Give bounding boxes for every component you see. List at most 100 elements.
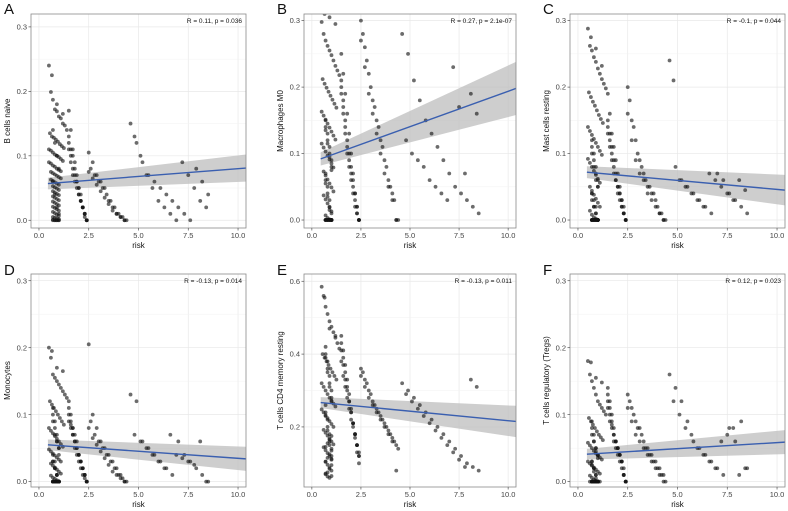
data-point bbox=[204, 205, 209, 210]
data-point bbox=[596, 432, 601, 437]
data-point bbox=[599, 77, 604, 82]
data-point bbox=[341, 71, 346, 76]
data-point bbox=[590, 138, 594, 143]
data-point bbox=[53, 409, 58, 414]
data-point bbox=[384, 164, 389, 169]
data-point bbox=[611, 439, 616, 444]
data-point bbox=[70, 166, 75, 171]
data-point bbox=[591, 466, 596, 471]
y-axis-title: T cells CD4 memory resting bbox=[276, 331, 285, 430]
data-point bbox=[49, 355, 53, 360]
data-point bbox=[590, 191, 594, 196]
data-point bbox=[359, 366, 363, 371]
data-point bbox=[347, 131, 352, 136]
data-point bbox=[325, 366, 330, 371]
data-point bbox=[321, 384, 326, 389]
data-point bbox=[333, 404, 338, 409]
data-point bbox=[623, 218, 628, 222]
data-point bbox=[56, 446, 61, 451]
x-tick-label: 2.5 bbox=[356, 231, 366, 240]
data-point bbox=[641, 178, 646, 183]
data-point bbox=[595, 456, 600, 461]
data-point bbox=[605, 399, 610, 404]
data-point bbox=[52, 375, 57, 380]
data-point bbox=[74, 186, 79, 190]
data-point bbox=[353, 432, 357, 437]
data-point bbox=[68, 160, 73, 165]
data-point bbox=[470, 465, 475, 469]
scatter-points bbox=[586, 359, 750, 484]
x-tick-label: 0.0 bbox=[573, 231, 583, 240]
data-point bbox=[70, 173, 75, 178]
data-point bbox=[92, 432, 97, 437]
data-point bbox=[327, 208, 332, 212]
correlation-annotation: R = 0.12, p = 0.023 bbox=[725, 278, 781, 285]
data-point bbox=[599, 457, 604, 462]
y-axis-title: Mast cells resting bbox=[542, 90, 551, 152]
data-point bbox=[327, 48, 332, 53]
data-point bbox=[323, 448, 328, 453]
panel-C: C R = -0.1, p = 0.044 0.0 2.5 5.0 7.5 10.0 0.0 0… bbox=[542, 1, 786, 250]
data-point bbox=[593, 473, 598, 477]
data-point bbox=[390, 439, 395, 444]
data-point bbox=[635, 426, 640, 430]
data-point bbox=[134, 399, 139, 404]
data-point bbox=[323, 388, 328, 393]
data-point bbox=[347, 399, 352, 404]
data-point bbox=[51, 128, 55, 132]
data-point bbox=[599, 380, 604, 385]
scatter-points bbox=[47, 342, 211, 484]
data-point bbox=[597, 204, 602, 209]
data-point bbox=[415, 158, 420, 163]
data-point bbox=[597, 149, 602, 153]
data-point bbox=[96, 439, 101, 444]
data-point bbox=[194, 466, 199, 471]
data-point bbox=[58, 385, 63, 390]
data-point bbox=[591, 385, 596, 390]
data-point bbox=[605, 125, 610, 129]
data-point bbox=[325, 312, 330, 316]
gridlines bbox=[31, 14, 246, 228]
data-point bbox=[627, 98, 632, 103]
data-point bbox=[54, 436, 59, 441]
data-point bbox=[329, 388, 334, 393]
x-tick-label: 7.5 bbox=[722, 231, 732, 240]
data-point bbox=[138, 153, 143, 158]
data-point bbox=[349, 178, 354, 183]
data-point bbox=[633, 158, 638, 163]
plot-content bbox=[319, 14, 516, 222]
data-point bbox=[607, 419, 612, 424]
data-point bbox=[386, 432, 391, 437]
data-point bbox=[88, 166, 93, 171]
data-point bbox=[72, 160, 77, 165]
data-point bbox=[329, 422, 334, 426]
y-tick-label: 0.3 bbox=[556, 276, 566, 285]
data-point bbox=[343, 125, 348, 129]
x-tick-label: 5.0 bbox=[133, 490, 143, 499]
x-tick-label: 10.0 bbox=[770, 231, 785, 240]
data-point bbox=[593, 141, 598, 145]
data-point bbox=[339, 78, 344, 83]
data-point bbox=[58, 169, 63, 174]
data-point bbox=[347, 392, 352, 397]
data-point bbox=[349, 417, 354, 422]
data-point bbox=[595, 66, 600, 71]
data-point bbox=[653, 204, 658, 209]
data-point bbox=[597, 402, 602, 407]
data-point bbox=[62, 123, 67, 128]
data-point bbox=[321, 145, 326, 150]
data-point bbox=[653, 198, 658, 202]
data-point bbox=[329, 53, 334, 58]
data-point bbox=[657, 473, 662, 477]
data-point bbox=[329, 457, 334, 462]
data-point bbox=[328, 93, 333, 98]
data-point bbox=[61, 146, 66, 150]
data-point bbox=[429, 131, 434, 136]
data-point bbox=[357, 450, 361, 455]
data-point bbox=[588, 44, 592, 48]
data-point bbox=[615, 184, 620, 189]
data-point bbox=[324, 85, 329, 90]
data-point bbox=[721, 178, 726, 183]
data-point bbox=[64, 396, 69, 400]
data-point bbox=[725, 432, 730, 437]
